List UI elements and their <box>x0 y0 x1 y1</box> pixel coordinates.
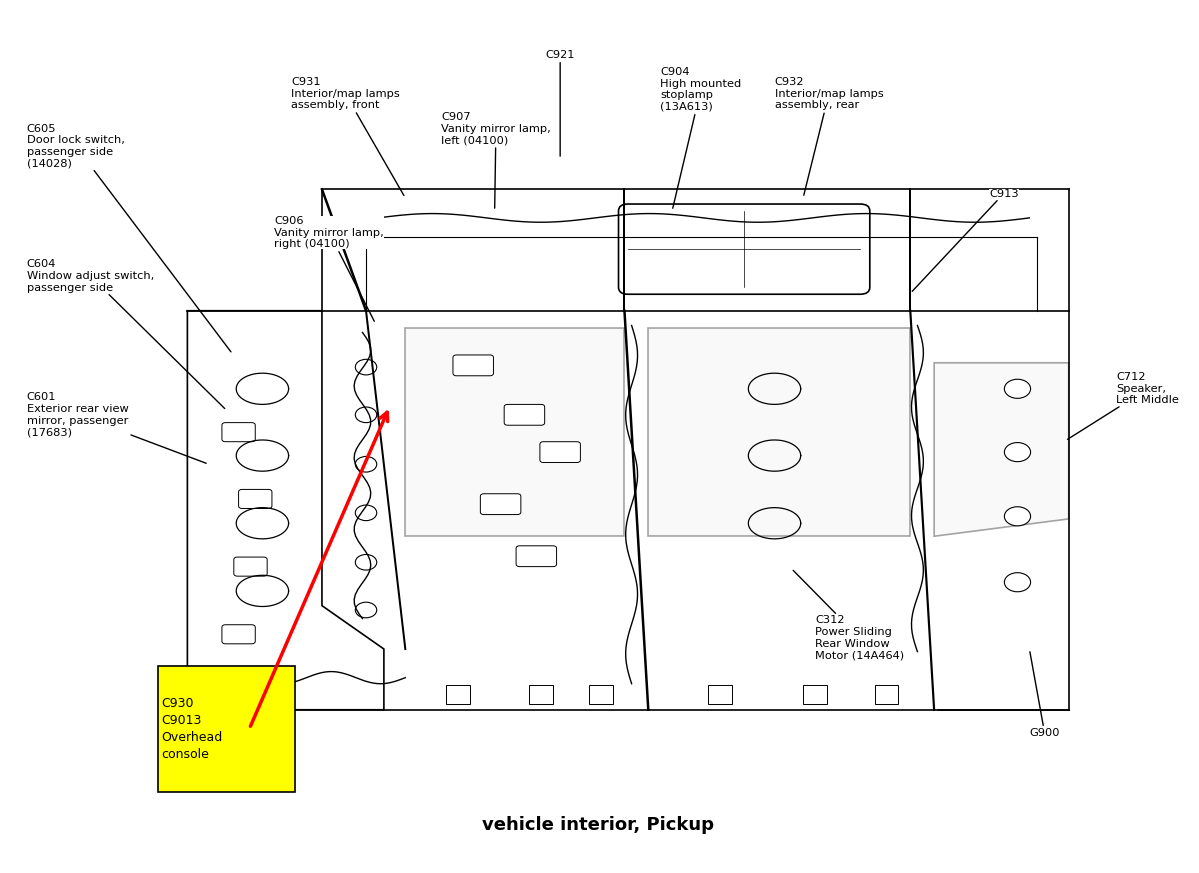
Circle shape <box>1005 573 1031 592</box>
FancyBboxPatch shape <box>481 494 520 514</box>
Bar <box>589 684 613 704</box>
Text: C930
C9013
Overhead
console: C930 C9013 Overhead console <box>161 697 223 761</box>
Text: C601
Exterior rear view
mirror, passenger
(17683): C601 Exterior rear view mirror, passenge… <box>26 393 206 464</box>
Text: C931
Interior/map lamps
assembly, front: C931 Interior/map lamps assembly, front <box>291 77 404 196</box>
Text: C906
Vanity mirror lamp,
right (04100): C906 Vanity mirror lamp, right (04100) <box>275 216 384 321</box>
Circle shape <box>1005 379 1031 398</box>
FancyBboxPatch shape <box>540 442 580 463</box>
Circle shape <box>1005 443 1031 462</box>
FancyBboxPatch shape <box>504 404 544 425</box>
FancyBboxPatch shape <box>234 557 267 576</box>
Circle shape <box>355 505 376 520</box>
Text: C907
Vanity mirror lamp,
left (04100): C907 Vanity mirror lamp, left (04100) <box>441 112 550 208</box>
Polygon shape <box>934 363 1068 536</box>
Text: C604
Window adjust switch,
passenger side: C604 Window adjust switch, passenger sid… <box>26 259 224 409</box>
Polygon shape <box>649 328 910 536</box>
Bar <box>446 684 470 704</box>
Polygon shape <box>405 328 625 536</box>
Bar <box>707 684 731 704</box>
Text: G900: G900 <box>1030 652 1060 739</box>
Circle shape <box>355 407 376 423</box>
Text: C921: C921 <box>546 50 574 156</box>
Text: vehicle interior, Pickup: vehicle interior, Pickup <box>482 815 715 834</box>
Text: C913: C913 <box>912 189 1018 292</box>
FancyBboxPatch shape <box>222 625 255 643</box>
Bar <box>529 684 553 704</box>
Text: C932
Interior/map lamps
assembly, rear: C932 Interior/map lamps assembly, rear <box>775 77 884 196</box>
Text: C712
Speaker,
Left Middle: C712 Speaker, Left Middle <box>1067 372 1179 439</box>
Text: C904
High mounted
stoplamp
(13A613): C904 High mounted stoplamp (13A613) <box>661 67 741 209</box>
Text: C312
Power Sliding
Rear Window
Motor (14A464): C312 Power Sliding Rear Window Motor (14… <box>794 570 904 660</box>
Circle shape <box>355 602 376 618</box>
Circle shape <box>355 554 376 570</box>
Text: C605
Door lock switch,
passenger side
(14028): C605 Door lock switch, passenger side (1… <box>26 123 231 352</box>
FancyBboxPatch shape <box>453 355 494 375</box>
FancyBboxPatch shape <box>516 546 556 567</box>
Circle shape <box>355 457 376 472</box>
FancyBboxPatch shape <box>239 490 272 508</box>
Bar <box>803 684 827 704</box>
Circle shape <box>355 360 376 375</box>
Circle shape <box>1005 506 1031 526</box>
FancyBboxPatch shape <box>157 666 295 792</box>
FancyBboxPatch shape <box>222 423 255 442</box>
Bar <box>874 684 898 704</box>
